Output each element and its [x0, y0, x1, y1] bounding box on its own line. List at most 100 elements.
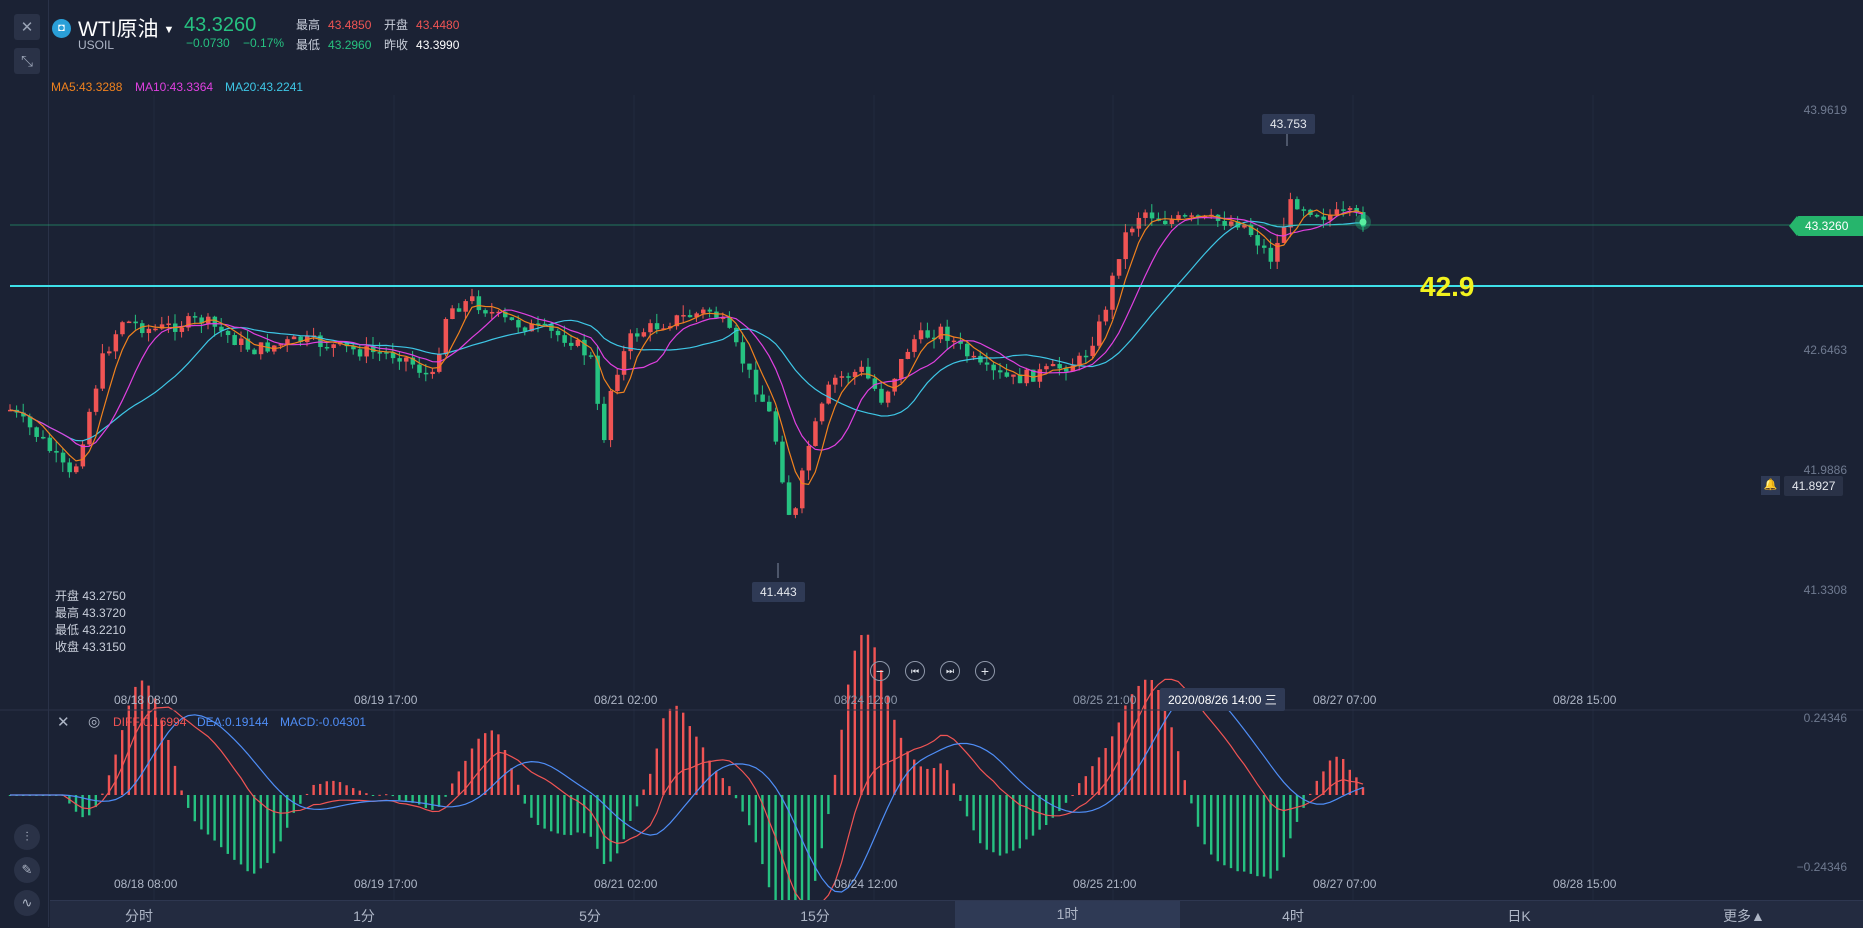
tab-more[interactable]: 更多▲ [1723, 908, 1765, 924]
macd-bar [1249, 795, 1252, 874]
candle-body [945, 326, 950, 341]
collapse-icon[interactable]: ⤡ [14, 48, 40, 74]
macd-bar [1342, 758, 1345, 795]
macd-bar [1203, 795, 1206, 845]
tab-5min[interactable]: 5分 [579, 908, 601, 924]
close-indicator-icon[interactable]: ✕ [57, 714, 70, 731]
candle-body [437, 354, 442, 372]
macd-diff-label: DIFF:0.16994 [113, 715, 187, 729]
chart-style-icon[interactable]: ∿ [14, 890, 40, 916]
candle-body [212, 316, 218, 327]
macd-bar [616, 795, 619, 854]
candle-body [60, 452, 66, 463]
macd-histogram [8, 634, 1365, 927]
macd-bar [378, 794, 381, 796]
ma5-line [9, 209, 1364, 486]
macd-bar [1097, 757, 1101, 795]
macd-bar [860, 635, 863, 795]
candle-body [912, 339, 917, 352]
tab-1hour[interactable]: 1时 [955, 901, 1180, 928]
macd-bar [662, 718, 665, 795]
candle-body [199, 317, 204, 324]
candle-body [1341, 209, 1346, 211]
macd-bar [1243, 795, 1246, 872]
tab-4hour[interactable]: 4时 [1282, 908, 1304, 924]
macd-bar [411, 795, 414, 803]
macd-bar [1315, 780, 1318, 795]
time-axis-label: 08/24 12:00 [834, 693, 898, 707]
tab-daily[interactable]: 日K [1507, 908, 1531, 924]
macd-bar [345, 785, 348, 795]
candle-body [621, 351, 627, 375]
macd-time-label: 08/19 17:00 [354, 877, 418, 891]
alert-bell-icon[interactable]: 🔔 [1761, 476, 1780, 495]
symbol-selector[interactable]: WTI原油 ▼ [78, 13, 174, 43]
macd-dea-label: DEA:0.19144 [197, 715, 269, 729]
candle-body [146, 328, 152, 334]
macd-bar [642, 789, 645, 795]
candle-body [397, 358, 402, 362]
candle-body [681, 315, 686, 317]
macd-bar [1130, 694, 1134, 795]
macd-bar [352, 788, 355, 795]
macd-bar [1045, 795, 1048, 825]
candle-body [450, 308, 455, 320]
candle-body [496, 311, 501, 314]
indicator-settings-icon[interactable]: ◎ [88, 713, 101, 729]
tab-1min[interactable]: 1分 [353, 908, 375, 924]
candle-body [344, 341, 350, 347]
diff-line [10, 678, 1364, 909]
zoom-out-button[interactable]: − [870, 661, 890, 681]
macd-bar [998, 795, 1002, 856]
zoom-in-button[interactable]: + [975, 661, 995, 681]
macd-bar [1117, 722, 1120, 795]
macd-bar [1302, 795, 1305, 808]
candle-body [932, 337, 937, 340]
candle-body [298, 336, 303, 343]
candle-body [291, 336, 297, 340]
candle-body [1149, 212, 1155, 219]
macd-bar [1018, 795, 1021, 849]
draw-pencil-icon[interactable]: ✎ [14, 857, 40, 883]
close-icon[interactable]: ✕ [14, 14, 40, 40]
macd-bar [569, 795, 573, 836]
candle-body [1143, 212, 1148, 218]
candle-body [991, 364, 996, 371]
macd-time-label: 08/25 21:00 [1073, 877, 1137, 891]
tab-15min[interactable]: 15分 [800, 908, 830, 924]
macd-bar [193, 795, 196, 822]
macd-bar [391, 795, 394, 797]
candle-body [1103, 309, 1109, 322]
macd-bar [418, 795, 421, 805]
macd-bar [338, 782, 342, 795]
candle-body [1057, 364, 1062, 369]
alert-price-tag[interactable]: 41.8927 [1784, 476, 1844, 496]
jump-start-button[interactable]: ⏮ [905, 661, 925, 681]
left-toolbar: ✕ ⤡ ⫶ ✎ ∿ [0, 0, 49, 927]
macd-bar [800, 795, 804, 927]
macd-bar [1328, 760, 1332, 795]
jump-end-button[interactable]: ⏭ [940, 661, 960, 681]
macd-bar [107, 775, 111, 795]
macd-bar [1058, 795, 1061, 812]
tab-timeshare[interactable]: 分时 [125, 908, 153, 924]
candle-body [1354, 208, 1359, 213]
candle-body [1262, 245, 1267, 248]
candle-body [866, 366, 871, 379]
candle-body [872, 378, 878, 389]
candle-body [87, 411, 92, 445]
last-price: 43.3260 [184, 14, 257, 36]
candle-body [430, 371, 435, 375]
indicator-icon[interactable]: ⫶ [14, 824, 40, 850]
macd-bar [1335, 756, 1338, 795]
candle-body [1097, 321, 1102, 346]
candle-body [542, 323, 548, 326]
macd-bar [259, 795, 262, 869]
candle-body [443, 319, 449, 355]
macd-time-label: 08/27 07:00 [1313, 877, 1377, 891]
macd-bar [985, 795, 988, 850]
candle-body [885, 391, 891, 403]
candle-body [1281, 227, 1287, 243]
candle-body [27, 416, 33, 428]
